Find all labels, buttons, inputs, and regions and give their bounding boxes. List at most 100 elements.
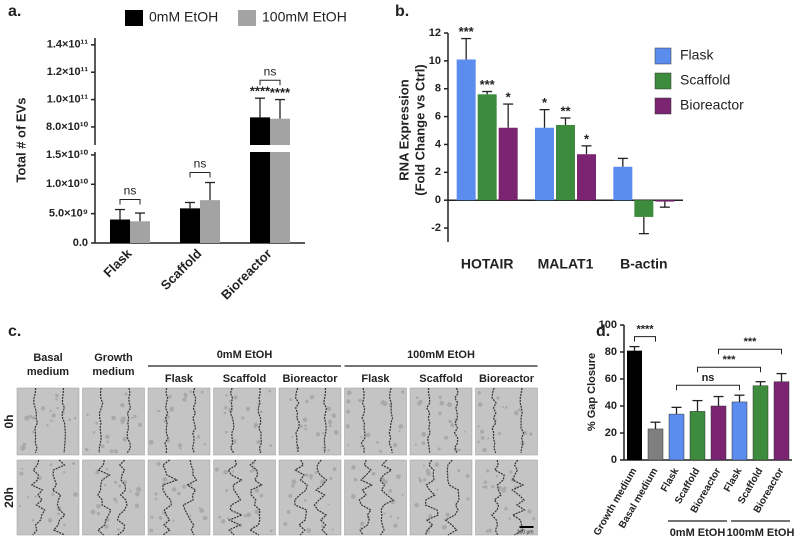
wound-edge <box>248 459 263 536</box>
texture <box>291 484 295 488</box>
y-tick-label: 1.5×10¹⁰ <box>46 149 89 161</box>
texture <box>202 515 208 521</box>
x-tick-label: Flask <box>100 245 135 280</box>
texture <box>111 415 116 421</box>
wound-edge <box>33 387 39 454</box>
texture <box>299 424 303 428</box>
texture <box>353 477 358 482</box>
y-tick-label: 40 <box>605 400 617 412</box>
panel-label: a. <box>8 3 21 20</box>
texture <box>477 425 480 428</box>
texture <box>291 435 294 439</box>
texture <box>162 477 168 483</box>
column-label: Scaffold <box>419 373 462 385</box>
bar <box>556 124 575 201</box>
texture <box>328 424 332 428</box>
texture <box>306 528 312 533</box>
texture <box>68 418 71 422</box>
texture <box>105 467 109 471</box>
texture <box>167 395 171 399</box>
legend-swatch <box>654 97 672 115</box>
texture <box>259 493 264 498</box>
texture <box>346 409 351 414</box>
texture <box>320 524 324 528</box>
texture <box>327 419 333 425</box>
y-tick-label: 10 <box>429 55 441 67</box>
texture <box>190 484 193 487</box>
y-tick-label: 5.0×10⁹ <box>49 208 88 220</box>
texture <box>527 509 532 514</box>
texture <box>134 491 140 497</box>
texture <box>401 493 404 496</box>
texture <box>95 470 100 475</box>
texture <box>322 446 325 449</box>
scale-bar-label: 100 µm <box>517 529 534 535</box>
texture <box>166 415 171 420</box>
texture <box>346 390 352 396</box>
y-tick-label: 0 <box>435 194 441 206</box>
column-label: Flask <box>165 373 194 385</box>
texture <box>182 397 187 402</box>
texture <box>426 471 431 476</box>
wound-edge <box>30 459 46 536</box>
texture <box>532 517 536 521</box>
texture <box>223 469 228 475</box>
texture <box>18 504 22 508</box>
texture <box>418 477 421 480</box>
micrograph <box>16 459 80 536</box>
significance: *** <box>723 354 737 366</box>
texture <box>389 515 393 518</box>
texture <box>200 390 204 394</box>
texture <box>100 444 105 449</box>
bar <box>577 154 596 201</box>
micrograph <box>213 459 276 536</box>
bar <box>773 381 790 461</box>
texture <box>47 518 53 523</box>
texture <box>434 462 440 467</box>
wound-edge <box>425 387 431 454</box>
texture <box>329 476 333 480</box>
texture <box>223 411 227 415</box>
bar <box>647 428 664 461</box>
texture <box>183 392 188 397</box>
texture <box>360 521 365 526</box>
bar <box>110 219 130 243</box>
texture <box>117 528 120 531</box>
wound-edge <box>424 459 439 536</box>
texture <box>371 471 376 476</box>
bracket <box>119 199 141 205</box>
y-tick-label: 0 <box>611 454 617 466</box>
texture <box>72 461 76 466</box>
texture <box>304 424 307 427</box>
texture <box>220 519 226 524</box>
texture <box>286 510 291 515</box>
significance: * <box>506 89 512 104</box>
texture <box>390 499 396 505</box>
texture <box>351 465 356 470</box>
texture <box>109 449 114 454</box>
texture <box>224 430 228 434</box>
texture <box>428 514 433 518</box>
legend-label: 0mM EtOH <box>149 9 218 25</box>
texture <box>49 463 53 467</box>
texture <box>477 391 481 395</box>
texture <box>450 423 455 428</box>
texture <box>50 419 53 422</box>
bracket <box>718 348 782 355</box>
texture <box>359 445 362 448</box>
texture <box>508 517 511 520</box>
texture <box>214 467 219 472</box>
bar <box>270 152 290 243</box>
bar <box>752 385 769 461</box>
texture <box>104 524 109 529</box>
texture <box>305 473 309 477</box>
texture <box>333 429 339 435</box>
bracket <box>634 336 656 342</box>
texture <box>149 528 154 533</box>
texture <box>445 512 450 517</box>
bracket <box>189 172 211 178</box>
texture <box>358 398 362 403</box>
wound-edge <box>490 459 505 536</box>
texture <box>196 434 201 439</box>
texture <box>249 469 253 473</box>
